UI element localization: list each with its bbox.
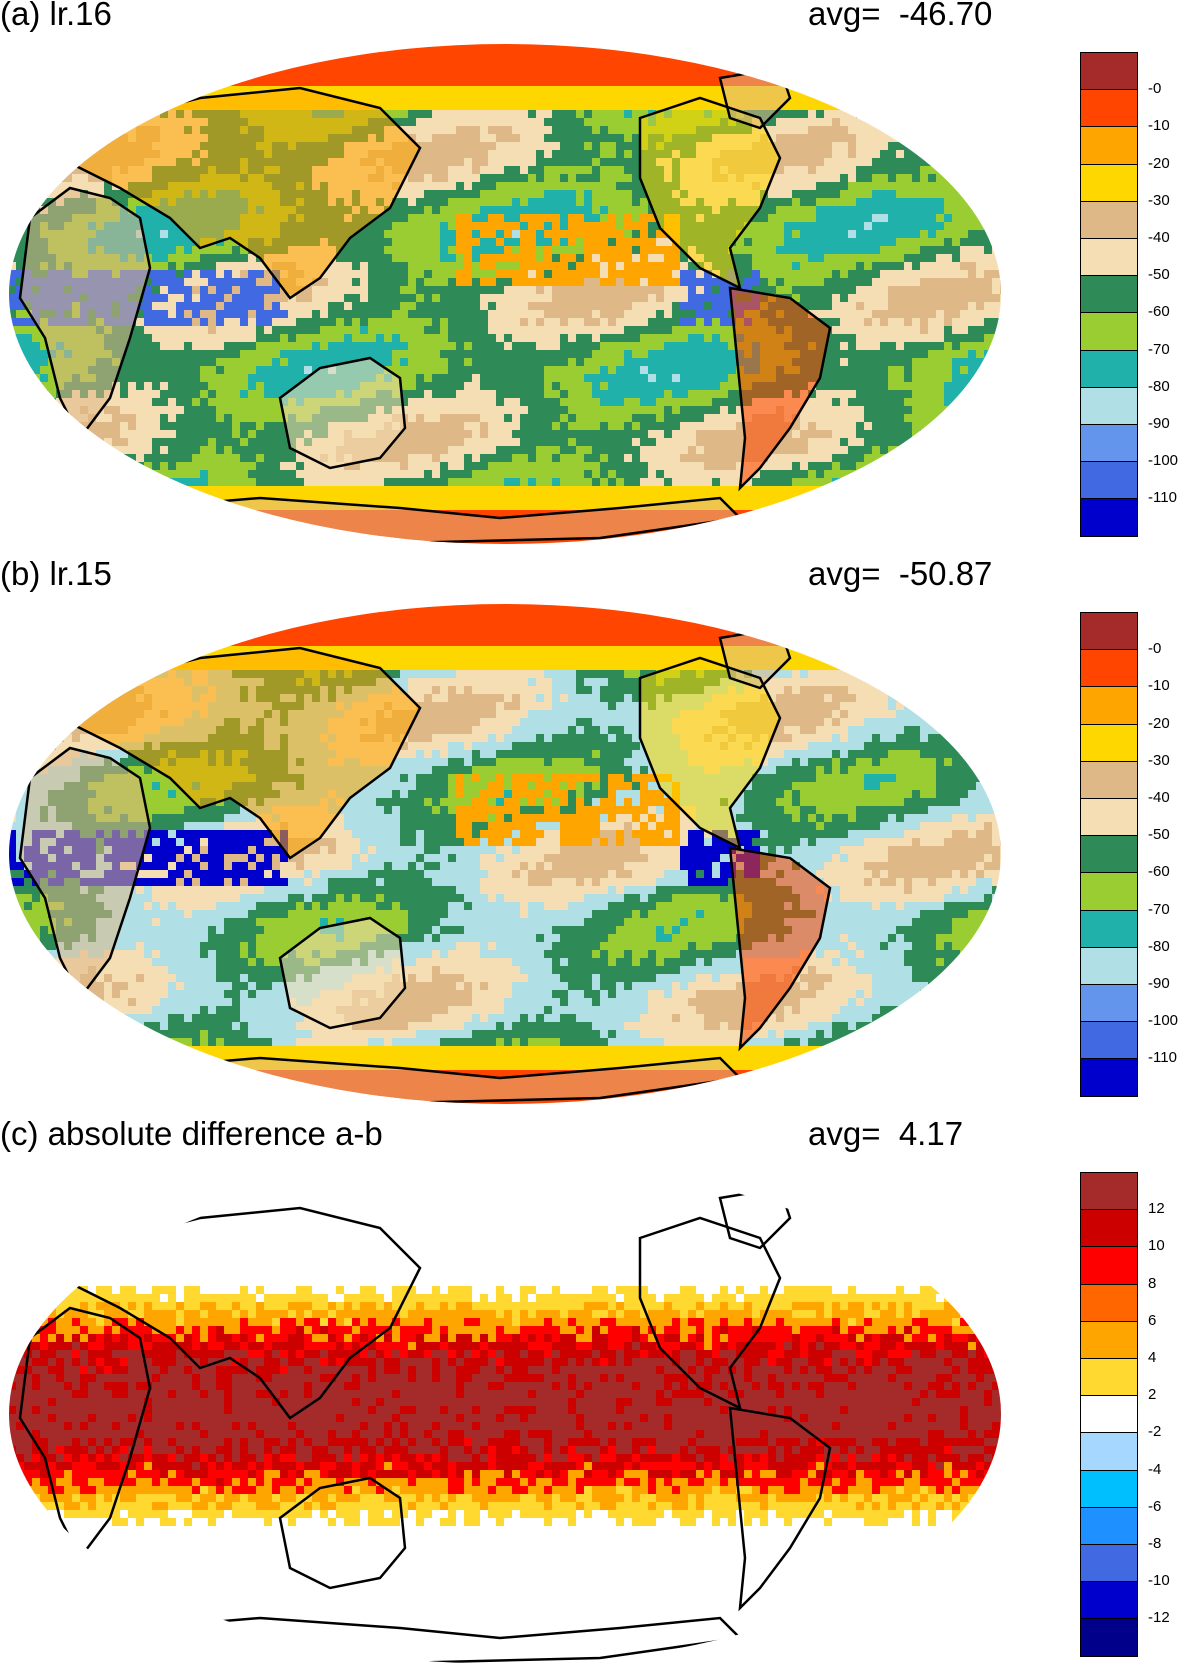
colorbar-tick-label: -2 <box>1148 1423 1161 1441</box>
colorbar-tick-label: 4 <box>1148 1349 1156 1367</box>
colorbar-swatch <box>1080 1209 1138 1247</box>
colorbar-swatch <box>1080 424 1138 462</box>
colorbar-swatch <box>1080 984 1138 1022</box>
panel-b: (b) lr.15 avg= -50.87 -0-10-20-30-40-50-… <box>0 560 1191 1120</box>
global-map <box>0 598 1010 1110</box>
colorbar-swatch <box>1080 350 1138 388</box>
avg-value: -50.87 <box>899 555 993 592</box>
colorbar-swatch <box>1080 612 1138 650</box>
colorbar-tick-label: -30 <box>1148 192 1170 210</box>
colorbar-tick-label: -10 <box>1148 677 1170 695</box>
colorbar-swatch <box>1080 835 1138 873</box>
colorbar-tick-label: -110 <box>1148 1049 1177 1067</box>
colorbar-tick-label: -70 <box>1148 341 1170 359</box>
colorbar-swatch <box>1080 126 1138 164</box>
avg-value: -46.70 <box>899 0 993 32</box>
colorbar-swatch <box>1080 275 1138 313</box>
global-map <box>0 38 1010 550</box>
panel-average: avg= 4.17 <box>808 1116 963 1152</box>
colorbar-swatch <box>1080 164 1138 202</box>
avg-value: 4.17 <box>899 1115 963 1152</box>
colorbar-tick-label: -12 <box>1148 1609 1170 1627</box>
colorbar-tick-label: -0 <box>1148 80 1161 98</box>
colorbar-tick-label: -30 <box>1148 752 1170 770</box>
map-field <box>0 38 1010 550</box>
colorbar-tick-label: -4 <box>1148 1461 1161 1479</box>
colorbar-swatch <box>1080 1284 1138 1322</box>
colorbar-swatch <box>1080 89 1138 127</box>
colorbar-tick-label: -10 <box>1148 1572 1170 1590</box>
colorbar-tick-label: -70 <box>1148 901 1170 919</box>
panel-title: (c) absolute difference a-b <box>0 1116 383 1152</box>
map-field <box>0 1158 1010 1670</box>
colorbar-tick-label: -50 <box>1148 266 1170 284</box>
colorbar-tick-label: 6 <box>1148 1312 1156 1330</box>
colorbar-swatch <box>1080 649 1138 687</box>
colorbar-tick-label: -8 <box>1148 1535 1161 1553</box>
colorbar-swatch <box>1080 1246 1138 1284</box>
colorbar-tick-label: -20 <box>1148 715 1170 733</box>
map-field <box>0 598 1010 1110</box>
colorbar-tick-label: -110 <box>1148 489 1177 507</box>
colorbar-swatch <box>1080 798 1138 836</box>
colorbar-tick-label: -80 <box>1148 938 1170 956</box>
colorbar-swatch <box>1080 1395 1138 1433</box>
avg-label: avg= <box>808 0 880 32</box>
colorbar-tick-label: -10 <box>1148 117 1170 135</box>
colorbar-tick-label: -6 <box>1148 1498 1161 1516</box>
colorbar-tick-label: -40 <box>1148 789 1170 807</box>
colorbar-swatch <box>1080 1321 1138 1359</box>
colorbar-swatch <box>1080 872 1138 910</box>
colorbar-tick-label: -0 <box>1148 640 1161 658</box>
colorbar-tick-label: 10 <box>1148 1237 1165 1255</box>
colorbar-swatch <box>1080 1172 1138 1210</box>
panel-title: (b) lr.15 <box>0 556 112 592</box>
colorbar-swatch <box>1080 1432 1138 1470</box>
colorbar-tick-label: -50 <box>1148 826 1170 844</box>
colorbar-swatch <box>1080 461 1138 499</box>
colorbar-swatch <box>1080 686 1138 724</box>
colorbar-swatch <box>1080 312 1138 350</box>
colorbar-swatch <box>1080 724 1138 762</box>
panel-title: (a) lr.16 <box>0 0 112 32</box>
colorbar-swatch <box>1080 1507 1138 1545</box>
avg-label: avg= <box>808 555 880 592</box>
panel-average: avg= -46.70 <box>808 0 992 32</box>
colorbar-tick-label: -20 <box>1148 155 1170 173</box>
colorbar-tick-label: -100 <box>1148 452 1178 470</box>
colorbar-tick-label: 8 <box>1148 1275 1156 1293</box>
colorbar-tick-label: -100 <box>1148 1012 1178 1030</box>
colorbar-tick-label: -90 <box>1148 975 1170 993</box>
colorbar-swatch <box>1080 1544 1138 1582</box>
colorbar-swatch <box>1080 1470 1138 1508</box>
colorbar-swatch <box>1080 498 1138 536</box>
colorbar-swatch <box>1080 387 1138 425</box>
colorbar-tick-label: 2 <box>1148 1386 1156 1404</box>
panel-average: avg= -50.87 <box>808 556 992 592</box>
colorbar-swatch <box>1080 1021 1138 1059</box>
colorbar-swatch <box>1080 947 1138 985</box>
colorbar-swatch <box>1080 910 1138 948</box>
global-map <box>0 1158 1010 1670</box>
colorbar-swatch <box>1080 201 1138 239</box>
colorbar-tick-label: -60 <box>1148 863 1170 881</box>
colorbar-tick-label: 12 <box>1148 1200 1165 1218</box>
panel-a: (a) lr.16 avg= -46.70 -0 -10 -20 -30 -40 -50 -… <box>0 0 1191 560</box>
colorbar-swatch <box>1080 1358 1138 1396</box>
colorbar-swatch <box>1080 1618 1138 1656</box>
avg-label: avg= <box>808 1115 880 1152</box>
colorbar-swatch <box>1080 1581 1138 1619</box>
panel-c: (c) absolute difference a-b avg= 4.17 12… <box>0 1120 1191 1680</box>
colorbar-tick-label: -90 <box>1148 415 1170 433</box>
colorbar-tick-label: -80 <box>1148 378 1170 396</box>
colorbar-swatch <box>1080 52 1138 90</box>
colorbar-tick-label: -40 <box>1148 229 1170 247</box>
colorbar-swatch <box>1080 761 1138 799</box>
colorbar-tick-label: -60 <box>1148 303 1170 321</box>
colorbar-swatch <box>1080 238 1138 276</box>
colorbar-swatch <box>1080 1058 1138 1096</box>
